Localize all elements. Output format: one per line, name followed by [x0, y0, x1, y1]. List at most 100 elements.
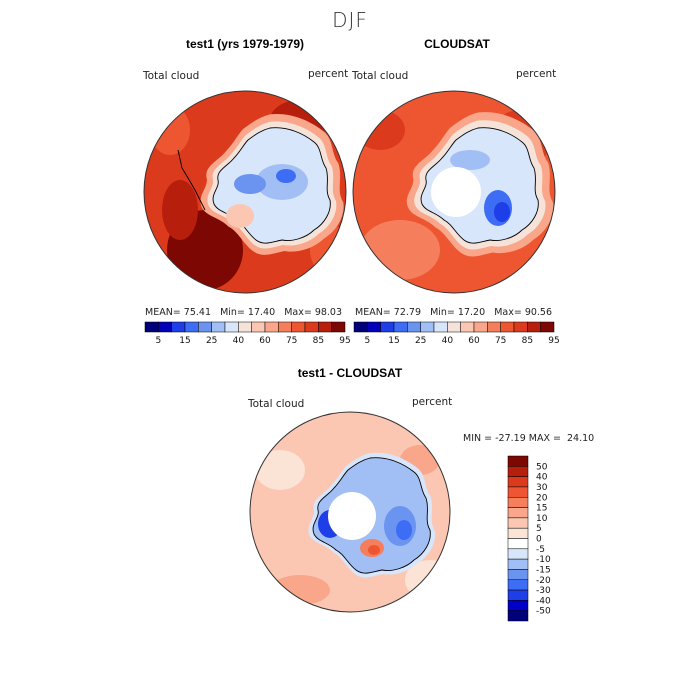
right-colorbar-tick-label: 40 — [442, 336, 454, 346]
right-colorbar-swatch — [527, 321, 541, 333]
right-colorbar-swatch — [473, 321, 488, 333]
left-variable-label: Total cloud — [143, 70, 200, 82]
left-max-label: Max= — [284, 307, 312, 318]
diff-colorbar-tick-label: 30 — [536, 483, 548, 493]
right-min-value: 17.20 — [457, 307, 486, 318]
left-colorbar-swatch — [198, 321, 212, 333]
diff-colorbar-tick-label: -20 — [536, 576, 551, 586]
left-colorbar-swatch — [278, 321, 292, 333]
right-stats-line: MEAN= 72.79 Min= 17.20 Max= 90.56 — [355, 307, 552, 318]
left-colorbar-swatch — [144, 321, 159, 333]
right-colorbar-swatch — [393, 321, 408, 333]
left-min-value: 17.40 — [247, 307, 276, 318]
right-units-label: percent — [516, 68, 557, 80]
diff-colorbar-swatch — [507, 538, 529, 550]
left-colorbar-swatch — [318, 321, 332, 333]
diff-units-label: percent — [412, 396, 453, 408]
diff-stats-line: MIN = -27.19 MAX = 24.10 — [463, 433, 594, 444]
diff-colorbar-swatch — [507, 579, 529, 591]
right-map — [352, 90, 556, 294]
right-colorbar-tick-label: 75 — [495, 336, 506, 346]
left-mean-value: 75.41 — [183, 307, 211, 318]
right-colorbar-swatch — [447, 321, 461, 333]
right-colorbar-swatch — [460, 321, 475, 333]
diff-min-value: -27.19 — [495, 433, 526, 444]
left-units-label: percent — [308, 68, 349, 80]
diff-colorbar-swatch — [507, 527, 529, 539]
left-colorbar-tick-label: 85 — [313, 336, 324, 346]
diff-colorbar-tick-label: -50 — [536, 607, 551, 617]
right-mean-label: MEAN= — [355, 307, 391, 318]
left-colorbar-swatch — [238, 321, 252, 333]
right-max-label: Max= — [494, 307, 522, 318]
left-colorbar-tick-label: 95 — [339, 336, 350, 346]
diff-colorbar-swatch — [507, 455, 529, 467]
right-colorbar-tick-label: 15 — [388, 336, 399, 346]
right-colorbar-tick-label: 95 — [548, 336, 559, 346]
diff-colorbar-tick-label: 0 — [536, 535, 542, 545]
diff-colorbar-tick-label: 5 — [536, 524, 542, 534]
diff-colorbar-swatch — [507, 497, 529, 508]
left-colorbar-swatch — [171, 321, 186, 333]
diff-colorbar-tick-label: 40 — [536, 473, 548, 483]
right-colorbar-swatch — [500, 321, 515, 333]
figure-title: DJF — [332, 8, 368, 32]
right-mean-value: 72.79 — [393, 307, 421, 318]
left-colorbar-tick-label: 15 — [179, 336, 190, 346]
diff-colorbar-tick-label: -5 — [536, 545, 545, 555]
right-variable-label: Total cloud — [352, 70, 409, 82]
left-colorbar-swatch — [291, 321, 306, 333]
right-colorbar-swatch — [367, 321, 381, 333]
diff-colorbar-swatch — [507, 589, 529, 601]
diff-map — [249, 411, 451, 613]
left-colorbar-tick-label: 75 — [286, 336, 297, 346]
diff-colorbar-swatch — [507, 548, 529, 560]
left-min-label: Min= — [220, 307, 245, 318]
diff-colorbar-swatch — [507, 558, 529, 570]
diff-colorbar-tick-label: 15 — [536, 504, 547, 514]
diff-colorbar-tick-label: -40 — [536, 596, 551, 606]
diff-colorbar-swatch — [507, 486, 529, 498]
left-colorbar-swatch — [211, 321, 226, 333]
left-colorbar-swatch — [304, 321, 319, 333]
right-colorbar: 5 15 25 40 60 75 85 95 — [353, 321, 560, 346]
right-colorbar-tick-label: 25 — [415, 336, 426, 346]
diff-colorbar-tick-label: 10 — [536, 514, 548, 524]
right-colorbar-tick-label: 60 — [468, 336, 480, 346]
diff-panel-title: test1 - CLOUDSAT — [297, 366, 403, 380]
diff-max-label: MAX = — [528, 433, 561, 444]
diff-colorbar-swatch — [507, 569, 529, 580]
right-colorbar-swatch — [433, 321, 448, 333]
diff-colorbar-tick-label: -10 — [536, 555, 551, 565]
left-colorbar-swatch — [158, 321, 172, 333]
right-colorbar-swatch — [407, 321, 421, 333]
right-max-value: 90.56 — [524, 307, 553, 318]
diff-variable-label: Total cloud — [248, 398, 305, 410]
diff-colorbar-swatch — [507, 517, 529, 529]
left-colorbar-tick-label: 5 — [155, 336, 161, 346]
diff-colorbar-tick-label: -15 — [536, 565, 551, 575]
diff-max-value: 24.10 — [567, 433, 595, 444]
left-colorbar-swatch — [251, 321, 266, 333]
right-min-label: Min= — [430, 307, 455, 318]
left-colorbar-tick-label: 60 — [259, 336, 271, 346]
left-panel-title: test1 (yrs 1979-1979) — [185, 37, 305, 51]
right-colorbar-swatch — [353, 321, 368, 333]
diff-colorbar-swatch — [507, 466, 529, 477]
left-colorbar-swatch — [264, 321, 279, 333]
diff-colorbar-tick-label: 20 — [536, 493, 548, 503]
right-colorbar-tick-label: 5 — [364, 336, 370, 346]
left-colorbar-swatch — [224, 321, 239, 333]
left-max-value: 98.03 — [314, 307, 343, 318]
right-colorbar-swatch — [540, 321, 555, 333]
right-colorbar-tick-label: 85 — [522, 336, 533, 346]
left-colorbar: 5 15 25 40 60 75 85 95 — [144, 321, 351, 346]
diff-min-label: MIN = — [463, 433, 493, 444]
left-map — [143, 90, 347, 294]
diff-colorbar-swatch — [507, 610, 529, 622]
right-panel-title: CLOUDSAT — [424, 37, 490, 51]
right-colorbar-swatch — [487, 321, 501, 333]
diff-colorbar-swatch — [507, 600, 529, 611]
